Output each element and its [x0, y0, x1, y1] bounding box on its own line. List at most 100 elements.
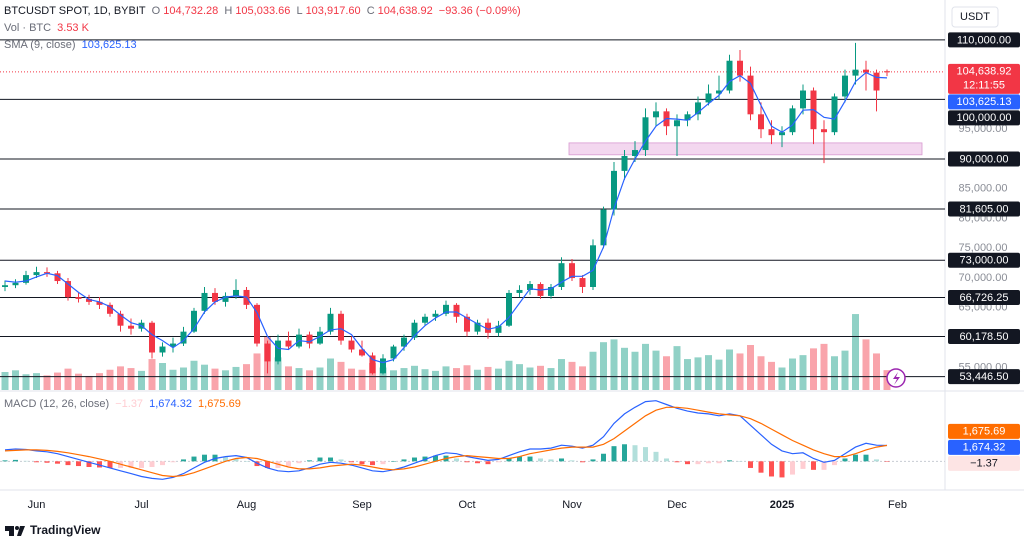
- volume-bar: [22, 374, 30, 390]
- macd-histogram-bar: [643, 447, 648, 462]
- volume-legend: Vol · BTC 3.53 K: [4, 22, 92, 34]
- ohlc-key: O: [151, 5, 161, 17]
- macd-histogram-bar: [559, 458, 564, 462]
- ohlc-value: 104,732.28: [163, 5, 219, 17]
- macd-histogram-bar: [811, 461, 816, 470]
- level-label: 66,726.25: [960, 292, 1009, 304]
- volume-bar: [778, 367, 786, 390]
- macd-label-box: [948, 439, 1020, 455]
- candle-body: [453, 304, 460, 317]
- currency-button[interactable]: [951, 6, 999, 28]
- macd-histogram-bar: [695, 461, 701, 465]
- candle-body: [54, 273, 61, 282]
- macd-histogram-bar: [748, 461, 753, 468]
- volume-bar: [631, 351, 639, 390]
- macd-histogram-bar: [853, 454, 858, 462]
- x-tick-label: Oct: [458, 499, 475, 511]
- candle-body: [800, 90, 806, 109]
- macd-histogram-bar: [170, 461, 176, 463]
- volume-bar: [1, 372, 9, 390]
- macd-histogram-bar: [349, 461, 354, 463]
- candle-body: [149, 322, 155, 353]
- x-tick-label: Aug: [237, 499, 257, 511]
- macd-histogram-bar: [149, 461, 155, 467]
- volume-bar: [568, 361, 576, 390]
- macd-histogram-bar: [191, 456, 197, 462]
- candle-body: [359, 349, 365, 356]
- volume-bar: [663, 356, 670, 390]
- volume-bar: [757, 356, 765, 390]
- candle-body: [86, 298, 92, 302]
- ohlc-value: 105,033.66: [235, 5, 291, 17]
- volume-bar: [148, 359, 156, 390]
- candle-body: [159, 346, 166, 353]
- macd-histogram-bar: [863, 454, 869, 462]
- macd-histogram-bar: [674, 461, 680, 463]
- level-label-box: [948, 201, 1020, 217]
- volume-bar: [505, 360, 513, 390]
- candle-body: [548, 286, 554, 296]
- macd-histogram-bar: [296, 461, 302, 464]
- volume-bar: [484, 366, 492, 390]
- volume-bar: [453, 368, 460, 390]
- macd-histogram-bar: [44, 461, 50, 463]
- level-label: 73,000.00: [960, 255, 1009, 267]
- macd-histogram-bar: [34, 461, 39, 463]
- macd-histogram-bar: [506, 458, 512, 462]
- volume-bar: [222, 370, 229, 390]
- currency[interactable]: USDT: [960, 11, 990, 23]
- volume-bar: [411, 365, 418, 390]
- candle-body: [579, 278, 586, 287]
- candle-body: [233, 289, 239, 296]
- volume-bar: [54, 372, 61, 390]
- candle-body: [212, 292, 218, 302]
- candle-body: [180, 331, 187, 344]
- macd-histogram-bar: [590, 459, 596, 462]
- macd-histogram-bar: [338, 459, 344, 462]
- histogram-value: −1.37: [115, 398, 144, 410]
- signal-line: [4, 406, 888, 478]
- candle-body: [789, 108, 796, 133]
- volume-bar: [421, 369, 429, 390]
- volume-bar: [442, 366, 450, 390]
- candle-body: [779, 132, 785, 136]
- macd-histogram-bar: [23, 460, 29, 462]
- macd-histogram-bar: [538, 458, 543, 462]
- candle-body: [747, 75, 754, 115]
- candle-body: [852, 69, 859, 76]
- macd-histogram-bar: [307, 460, 312, 462]
- x-tick-label: Jun: [28, 499, 46, 511]
- candle-body: [170, 343, 176, 347]
- brand-logo: [5, 526, 25, 536]
- candle-body: [275, 340, 281, 362]
- macd-histogram-bar: [664, 458, 669, 462]
- candle-body: [485, 322, 491, 333]
- candle-body: [390, 346, 397, 359]
- macd-histogram-bar: [370, 461, 375, 466]
- volume-bar: [841, 350, 849, 390]
- volume-bar: [736, 353, 744, 390]
- candle-body: [12, 282, 19, 286]
- volume-bar: [316, 367, 324, 390]
- macd-histogram-bar: [317, 457, 323, 462]
- volume-bar: [211, 368, 219, 390]
- volume-bar: [705, 355, 712, 390]
- x-tick-label: 2025: [770, 499, 794, 511]
- x-tick-label: Nov: [562, 499, 582, 511]
- replay-icon[interactable]: [886, 368, 906, 388]
- volume-bar: [526, 367, 534, 390]
- sma-value: 103,625.13: [81, 39, 137, 51]
- candle-body: [327, 313, 334, 332]
- ohlc-key: L: [296, 5, 303, 17]
- volume-bar: [12, 370, 19, 390]
- volume-bar: [589, 351, 597, 390]
- candle-body: [33, 272, 40, 276]
- ohlc-value: 103,917.60: [305, 5, 361, 17]
- macd-value: 1,674.32: [149, 398, 192, 410]
- candle-body: [590, 245, 596, 287]
- candle-body: [831, 96, 838, 133]
- macd-histogram-bar: [622, 444, 627, 462]
- macd-histogram-bar: [401, 459, 407, 462]
- macd-histogram-bar: [569, 460, 575, 462]
- candle-body: [201, 292, 208, 311]
